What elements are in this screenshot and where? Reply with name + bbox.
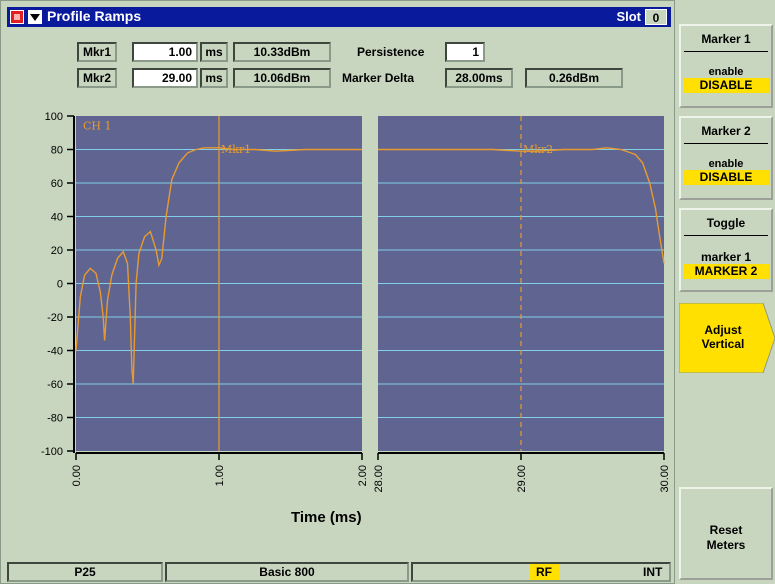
close-icon[interactable] — [10, 10, 24, 24]
adjust-line1: Adjust — [704, 323, 742, 337]
mkr2-label: Mkr2 — [77, 68, 117, 88]
slot-label: Slot — [616, 9, 641, 24]
y-tick-label: -80 — [47, 413, 63, 425]
status-ref: INT — [643, 565, 663, 579]
mkr2-time-input[interactable]: 29.00 — [132, 68, 198, 88]
toggle-sub: marker 1 — [700, 250, 752, 264]
y-tick-label: -100 — [41, 446, 63, 458]
marker2-title: Marker 2 — [701, 124, 751, 138]
y-tick-label: 20 — [51, 245, 63, 257]
mkr1-level-readout: 10.33dBm — [233, 42, 331, 62]
slot-value[interactable]: 0 — [645, 9, 667, 25]
reset-line2: Meters — [706, 538, 746, 552]
y-tick-label: 80 — [51, 145, 63, 157]
reset-meters-softkey[interactable]: Reset Meters — [679, 487, 773, 580]
mkr2-level-readout: 10.06dBm — [233, 68, 331, 88]
softkey-panel: Marker 1 enable DISABLE Marker 2 enable … — [675, 0, 775, 584]
marker1-title: Marker 1 — [701, 32, 751, 46]
profile-ramp-chart: 100 80 60 40 20 0 -20 -40 -60 -80 -100 0.00 1.00 2.00… — [41, 111, 671, 493]
marker2-sub: enable — [708, 158, 744, 170]
marker1-state: DISABLE — [683, 78, 769, 93]
mkr1-unit: ms — [200, 42, 228, 62]
persistence-label: Persistence — [357, 45, 425, 59]
toggle-softkey[interactable]: Toggle marker 1 MARKER 2 — [679, 208, 773, 292]
marker1-sub: enable — [708, 66, 744, 78]
marker2-state: DISABLE — [683, 170, 769, 185]
main-window: Profile Ramps Slot 0 Mkr1 1.00 ms 10.33d… — [0, 0, 675, 584]
y-tick-label: 40 — [51, 212, 63, 224]
x-axis-label: Time (ms) — [291, 509, 362, 526]
divider — [684, 235, 768, 236]
trace-line-1 — [75, 147, 362, 385]
arrow-right-icon — [679, 303, 775, 373]
menu-dropdown-icon[interactable] — [28, 10, 42, 24]
x-tick-label: 29.00 — [516, 465, 528, 493]
window-title: Profile Ramps — [47, 8, 142, 24]
y-tick-label: 60 — [51, 178, 63, 190]
channel-label: CH 1 — [83, 119, 112, 132]
divider — [684, 143, 768, 144]
marker-delta-label: Marker Delta — [342, 71, 415, 85]
toggle-state: MARKER 2 — [683, 264, 769, 279]
marker-delta-level: 0.26dBm — [525, 68, 623, 88]
x-tick-label: 30.00 — [659, 465, 671, 493]
reset-line1: Reset — [709, 523, 743, 537]
mkr1-label: Mkr1 — [77, 42, 117, 62]
mkr2-unit: ms — [200, 68, 228, 88]
trace-line-2 — [378, 147, 665, 264]
y-tick-label: 0 — [57, 279, 63, 291]
x-tick-label: 2.00 — [357, 465, 369, 486]
adjust-vertical-softkey[interactable]: Adjust Vertical — [679, 303, 775, 373]
toggle-title: Toggle — [706, 216, 746, 230]
title-bar: Profile Ramps Slot 0 — [7, 7, 671, 27]
status-bar: P25 Basic 800 RF INT — [7, 562, 671, 582]
x-tick-label: 1.00 — [214, 465, 226, 486]
reset-meters-label: Reset Meters — [681, 523, 771, 553]
mkr1-time-input[interactable]: 1.00 — [132, 42, 198, 62]
marker2-softkey[interactable]: Marker 2 enable DISABLE — [679, 116, 773, 200]
x-tick-label: 28.00 — [373, 465, 385, 493]
y-tick-label: -40 — [47, 346, 63, 358]
adjust-line2: Vertical — [701, 337, 745, 351]
y-tick-label: -20 — [47, 312, 63, 324]
status-rf-indicator: RF — [529, 564, 559, 580]
persistence-input[interactable]: 1 — [445, 42, 485, 62]
y-tick-label: -60 — [47, 379, 63, 391]
marker-label-2: Mkr2 — [523, 143, 553, 156]
x-tick-label: 0.00 — [71, 465, 83, 486]
divider — [684, 51, 768, 52]
y-tick-label: 100 — [45, 111, 63, 123]
marker-delta-time: 28.00ms — [445, 68, 513, 88]
status-mode: P25 — [7, 562, 163, 582]
marker1-softkey[interactable]: Marker 1 enable DISABLE — [679, 24, 773, 108]
adjust-vertical-label: Adjust Vertical — [679, 323, 767, 351]
status-config: Basic 800 — [165, 562, 409, 582]
